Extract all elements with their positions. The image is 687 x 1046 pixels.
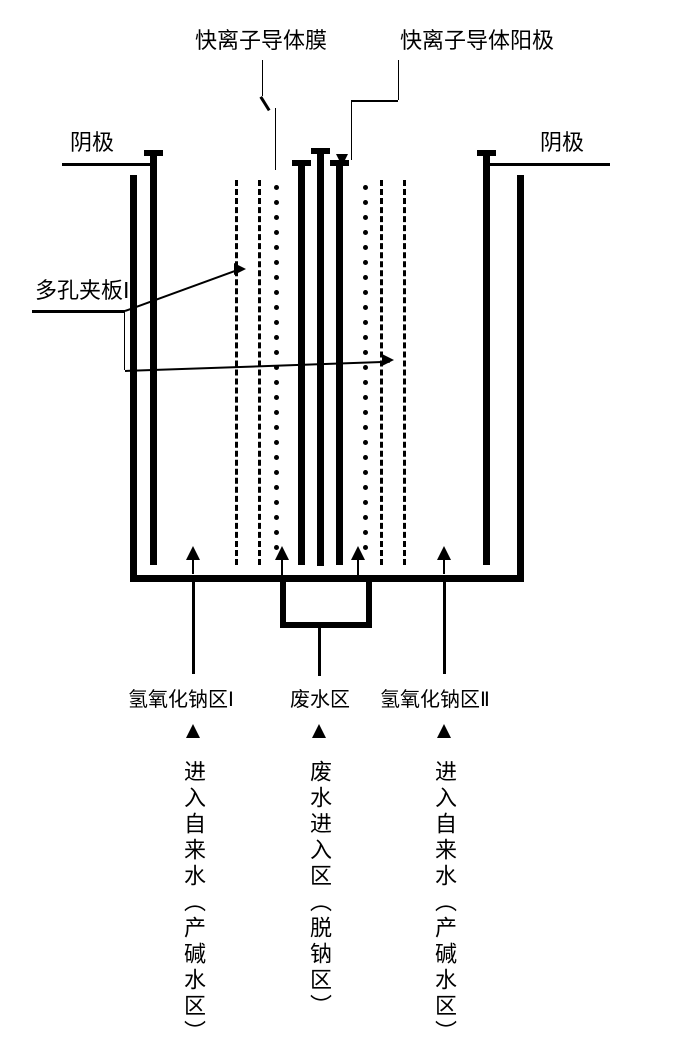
lead-anode-h [351,100,398,102]
arrow-zone-mid-r-s [357,560,359,582]
cathode-right [483,150,490,565]
lead-cathode-right [490,163,610,166]
lead-anode-v2 [351,100,352,160]
cathode-right-cap [477,150,496,156]
lead-clamp-h1 [32,310,124,313]
lead-clamp-v [124,310,125,370]
arrow-zone-right-stem [443,560,445,574]
arrow-zone-mid-r [351,546,365,560]
arrow-zone-mid-l [275,546,289,560]
anode-left-cap [292,160,311,166]
label-clamp: 多孔夹板Ⅰ [35,280,130,302]
label-inlet-right: 进入自来水（产碱水区） [433,760,455,1046]
lead-cathode-left [62,163,154,166]
arrow-inlet-right [437,724,451,738]
membrane-left [273,185,279,565]
label-zone-right: 氢氧化钠区Ⅱ [380,690,490,710]
cell-outer [130,175,524,582]
lead-membrane-h [262,60,263,96]
lead-membrane-v [275,108,276,170]
membrane-right [362,185,368,565]
arrow-inlet-left [186,724,200,738]
center-divider-cap [311,148,330,154]
anode-left [298,160,305,565]
cathode-left [150,150,157,565]
cathode-left-cap [144,150,163,156]
clamp-2b [403,180,406,565]
lead-membrane-d [259,96,270,111]
anode-right-cap [330,160,349,166]
clamp-1a [235,180,238,565]
lead-anode-v1 [398,60,399,100]
arrow-zone-left [186,546,200,560]
label-zone-left: 氢氧化钠区Ⅰ [128,690,234,710]
diagram-stage: 快离子导体膜 快离子导体阳极 阴极 阴极 多孔夹板Ⅰ [0,0,687,1000]
arrow-zone-left-stem [192,560,194,574]
label-cathode-left: 阴极 [70,132,114,154]
clamp-1b [258,180,261,565]
arrow-inlet-mid [312,724,326,738]
lead-zone-left [192,582,195,674]
label-inlet-mid: 废水进入区（脱钠区） [308,760,330,1020]
center-divider [317,148,324,566]
lead-zone-mid [318,628,321,676]
clamp-2a [380,180,383,565]
label-membrane: 快离子导体膜 [195,30,327,52]
lead-zone-right [443,582,446,674]
label-inlet-left: 进入自来水（产碱水区） [182,760,204,1046]
wastewater-u-pipe [280,582,372,628]
anode-right [336,160,343,565]
arrow-zone-mid-l-s [281,560,283,582]
label-cathode-right: 阴极 [540,132,584,154]
label-anode: 快离子导体阳极 [400,30,554,52]
label-zone-mid: 废水区 [290,690,350,710]
arrow-zone-right [437,546,451,560]
